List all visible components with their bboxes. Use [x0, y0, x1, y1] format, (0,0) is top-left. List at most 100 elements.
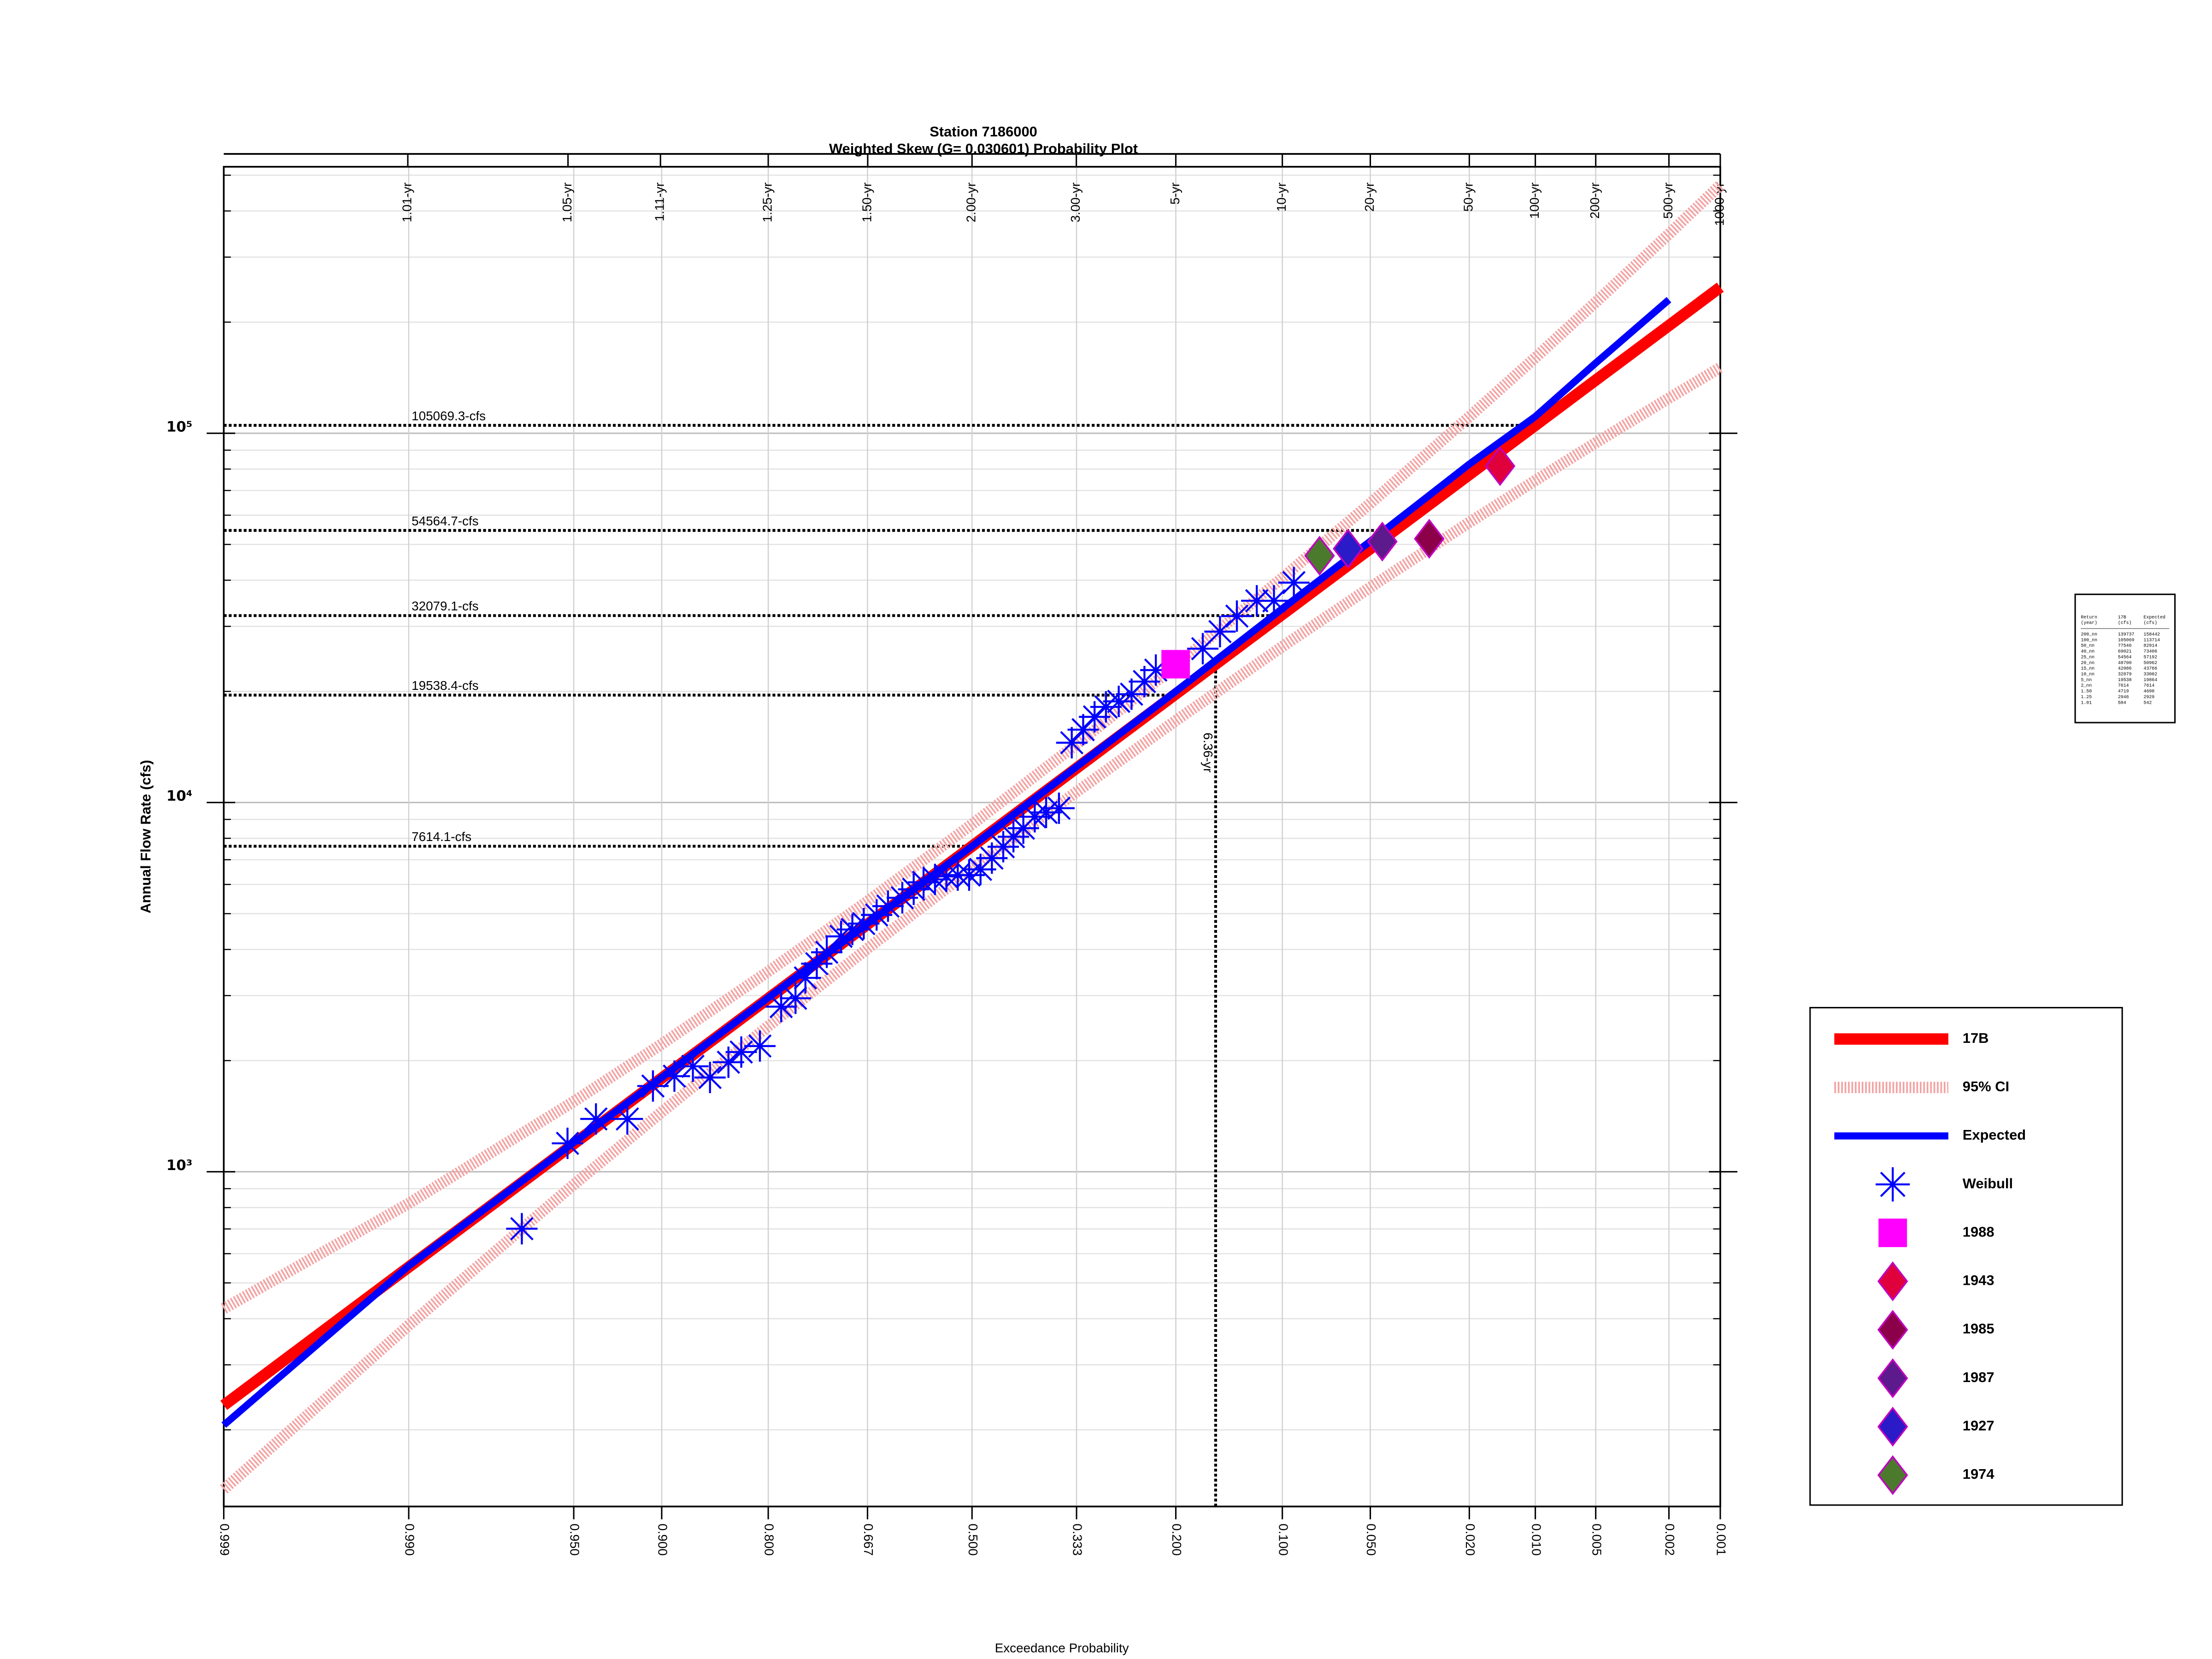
table-cell: 19864 [2144, 677, 2158, 682]
data-point [1067, 714, 1099, 746]
data-point [612, 1103, 643, 1135]
x-tick-label: 0.005 [1589, 1524, 1604, 1556]
legend-frame [1809, 1007, 2123, 1506]
x-tick-label: 0.999 [218, 1524, 232, 1556]
top-tick-label: 100-yr [1527, 182, 1541, 219]
table-header: (cfs) [2144, 620, 2158, 625]
top-tick-label: 10-yr [1274, 182, 1288, 212]
y-tick-label: 10⁵ [166, 418, 193, 435]
x-tick-label: 0.950 [568, 1524, 582, 1556]
x-tick-label: 0.200 [1170, 1524, 1184, 1556]
data-point [789, 962, 821, 994]
y-tick-label: 10³ [166, 1157, 193, 1174]
legend-label: Weibull [1963, 1175, 2013, 1191]
table-cell: 7614 [2118, 683, 2129, 688]
data-point [1019, 801, 1051, 833]
legend-swatch [1877, 1406, 1908, 1447]
top-tick-label: 500-yr [1661, 182, 1675, 219]
legend-swatch [1877, 1261, 1908, 1301]
table-cell: 2929 [2144, 694, 2155, 700]
table-cell: 10_nn [2081, 671, 2094, 677]
summary-table-frame [2074, 594, 2176, 724]
data-point [1333, 529, 1364, 569]
chart-title: Station 7186000 [930, 124, 1037, 140]
data-point [1221, 600, 1253, 632]
top-tick-label: 3.00-yr [1068, 182, 1082, 223]
data-point [1161, 650, 1190, 679]
data-point [637, 1070, 669, 1102]
legend-label: Expected [1963, 1127, 2026, 1143]
data-point [1030, 796, 1062, 828]
data-point [898, 873, 930, 905]
table-cell: 50962 [2144, 660, 2158, 665]
table-cell: 54564 [2118, 654, 2132, 659]
x-tick-label: 0.002 [1663, 1524, 1677, 1556]
table-cell: 43766 [2144, 666, 2158, 671]
data-point [659, 1060, 690, 1092]
reference-label: 54564.7-cfs [412, 514, 478, 528]
y-axis-label: Annual Flow Rate (cfs) [138, 760, 154, 913]
table-cell: 73406 [2144, 649, 2158, 654]
top-tick-label: 1.25-yr [760, 182, 774, 223]
legend-label: 1943 [1963, 1272, 1994, 1288]
table-cell: 50_nn [2081, 643, 2094, 648]
table-cell: 113714 [2144, 637, 2160, 642]
reference-label: 105069.3-cfs [412, 409, 486, 423]
x-tick-label: 0.667 [861, 1524, 876, 1556]
table-cell: 200_nn [2081, 632, 2097, 637]
legend-label: 1927 [1963, 1418, 1994, 1434]
reference-label: 19538.4-cfs [412, 678, 478, 693]
reference-label: 7614.1-cfs [412, 830, 471, 844]
reference-label: 6.36-yr [1201, 733, 1215, 773]
reference-label: 32079.1-cfs [412, 599, 478, 613]
data-point [1484, 446, 1516, 486]
legend-swatch [1877, 1455, 1908, 1495]
plot-frame [223, 166, 1721, 1507]
legend-label: 95% CI [1963, 1078, 2009, 1094]
top-tick-label: 1.05-yr [560, 182, 574, 223]
legend-swatch [1877, 1310, 1908, 1350]
data-point [1079, 701, 1111, 733]
table-cell: 40_nn [2081, 649, 2094, 654]
table-cell: 542 [2144, 700, 2152, 705]
x-tick-label: 0.500 [966, 1524, 980, 1556]
data-point [872, 890, 904, 922]
data-point [1204, 616, 1236, 647]
data-point [1187, 633, 1219, 665]
table-cell: 100_nn [2081, 637, 2097, 642]
x-tick-label: 0.100 [1276, 1524, 1290, 1556]
table-cell: 4719 [2118, 689, 2129, 694]
data-point [1090, 691, 1122, 723]
legend-swatch [1876, 1167, 1910, 1202]
table-cell: 139737 [2118, 632, 2135, 637]
legend-label: 17B [1963, 1030, 1989, 1046]
table-cell: 5_nn [2081, 677, 2092, 682]
data-point [825, 920, 857, 952]
x-tick-label: 0.333 [1071, 1524, 1085, 1556]
x-tick-label: 0.020 [1463, 1524, 1477, 1556]
data-point [580, 1103, 612, 1135]
table-cell: 105069 [2118, 637, 2135, 642]
table-header: Expected [2144, 615, 2165, 620]
table-cell: 584 [2118, 700, 2126, 705]
x-tick-label: 0.900 [656, 1524, 670, 1556]
data-point [976, 842, 1008, 874]
top-tick-label: 1.50-yr [859, 182, 874, 223]
table-cell: 32079 [2118, 671, 2132, 677]
table-cell: 42086 [2118, 666, 2132, 671]
ci-line [220, 362, 1724, 1494]
top-tick-label: 1000-yr [1712, 182, 1726, 226]
data-point [1278, 567, 1310, 599]
data-point [677, 1050, 709, 1082]
data-point [861, 899, 893, 931]
table-header: (cfs) [2118, 620, 2132, 625]
data-point [1140, 654, 1172, 686]
legend-swatch [1877, 1358, 1908, 1398]
table-cell: 7614 [2144, 683, 2155, 688]
x-axis-label: Exceedance Probability [995, 1641, 1129, 1655]
top-tick-label: 200-yr [1588, 182, 1602, 219]
data-point [965, 853, 996, 885]
table-cell: 69021 [2118, 649, 2132, 654]
